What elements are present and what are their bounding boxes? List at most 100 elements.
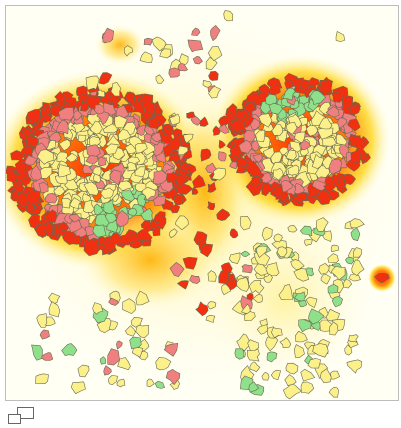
region: [165, 171, 179, 183]
region: [152, 170, 169, 185]
region: [65, 217, 82, 233]
region: [23, 154, 39, 166]
region: [98, 72, 113, 85]
region: [83, 199, 95, 213]
region: [143, 37, 153, 46]
region: [304, 239, 313, 246]
region: [135, 290, 150, 306]
region: [336, 117, 348, 129]
region: [161, 126, 174, 137]
region: [168, 67, 180, 78]
region: [136, 228, 153, 242]
region: [103, 198, 116, 215]
region: [246, 348, 260, 362]
region: [69, 214, 82, 223]
region: [319, 368, 332, 384]
region: [116, 378, 126, 388]
region: [151, 36, 167, 52]
region: [208, 70, 219, 81]
icon-part: [17, 407, 34, 419]
region: [168, 228, 178, 239]
region: [66, 97, 77, 107]
region: [14, 160, 29, 176]
region: [279, 337, 292, 349]
region: [70, 381, 86, 395]
region: [298, 79, 310, 91]
region: [187, 39, 204, 53]
region: [195, 301, 209, 317]
region: [345, 256, 355, 265]
region: [350, 104, 361, 116]
region: [312, 343, 329, 358]
region: [110, 81, 122, 97]
region: [155, 74, 165, 84]
region: [103, 365, 112, 376]
region: [342, 278, 353, 289]
region: [261, 226, 273, 241]
region: [192, 55, 203, 65]
region: [140, 207, 153, 221]
region: [236, 333, 252, 351]
region: [305, 296, 318, 309]
region: [300, 139, 312, 151]
region: [346, 359, 363, 374]
region: [117, 128, 132, 142]
region: [299, 225, 313, 236]
region: [306, 124, 319, 137]
region: [97, 156, 107, 167]
region: [351, 259, 365, 276]
region: [327, 284, 339, 294]
region: [150, 132, 162, 142]
region: [316, 188, 332, 206]
region: [311, 153, 325, 170]
region: [352, 247, 362, 258]
region: [350, 227, 361, 241]
region: [229, 228, 239, 239]
region: [89, 120, 103, 135]
region: [318, 263, 330, 275]
region: [218, 270, 229, 285]
region: [107, 375, 118, 386]
region: [210, 24, 221, 42]
region: [92, 166, 102, 177]
screen-icon: [8, 407, 34, 424]
region: [115, 209, 129, 228]
region: [293, 268, 310, 282]
region: [124, 325, 136, 337]
region: [134, 182, 147, 192]
region: [240, 250, 251, 258]
region: [72, 235, 81, 245]
region: [348, 273, 361, 282]
region: [83, 181, 99, 196]
region: [28, 136, 39, 148]
region: [19, 145, 34, 156]
region: [278, 284, 293, 300]
region: [349, 218, 365, 229]
region: [135, 143, 148, 154]
region: [287, 164, 300, 176]
region: [349, 136, 367, 151]
region: [124, 45, 134, 57]
icon-part: [8, 414, 21, 424]
region: [48, 301, 61, 318]
region: [319, 79, 333, 94]
region: [134, 166, 146, 178]
region: [282, 87, 296, 101]
region: [329, 321, 339, 336]
region: [97, 89, 106, 98]
region: [126, 161, 137, 172]
region-layer: [6, 10, 390, 400]
region: [270, 369, 281, 381]
region: [153, 195, 167, 206]
region: [73, 114, 84, 125]
region: [174, 215, 189, 231]
region: [350, 150, 362, 164]
region: [165, 368, 181, 386]
region: [170, 204, 181, 214]
region: [177, 145, 189, 156]
region: [189, 274, 201, 284]
region: [116, 340, 123, 350]
region: [45, 316, 56, 327]
